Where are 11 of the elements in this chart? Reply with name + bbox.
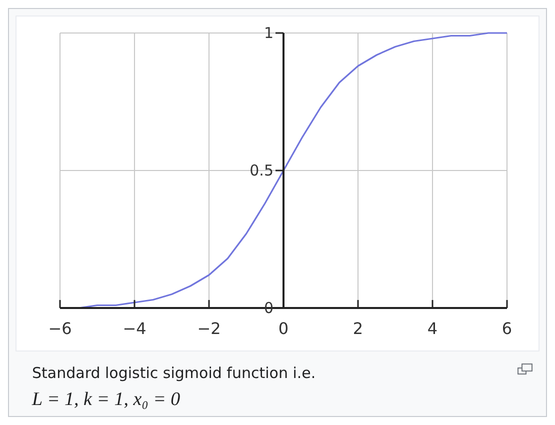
x-tick-label: 2	[352, 319, 364, 338]
x-tick-label: −2	[197, 319, 221, 338]
x-tick-label: −6	[48, 319, 72, 338]
y-tick-label: 0.5	[250, 162, 274, 180]
x-tick-label: −4	[122, 319, 146, 338]
x-tick-label: 4	[427, 319, 438, 338]
x-tick-label: 0	[278, 319, 289, 338]
x-tick-label: 6	[502, 319, 512, 338]
text: Standard logistic sigmoid function i.e.	[32, 364, 316, 382]
text: L = 1, k = 1, x₀ = 0	[31, 389, 181, 410]
y-tick-label: 1	[264, 24, 274, 42]
